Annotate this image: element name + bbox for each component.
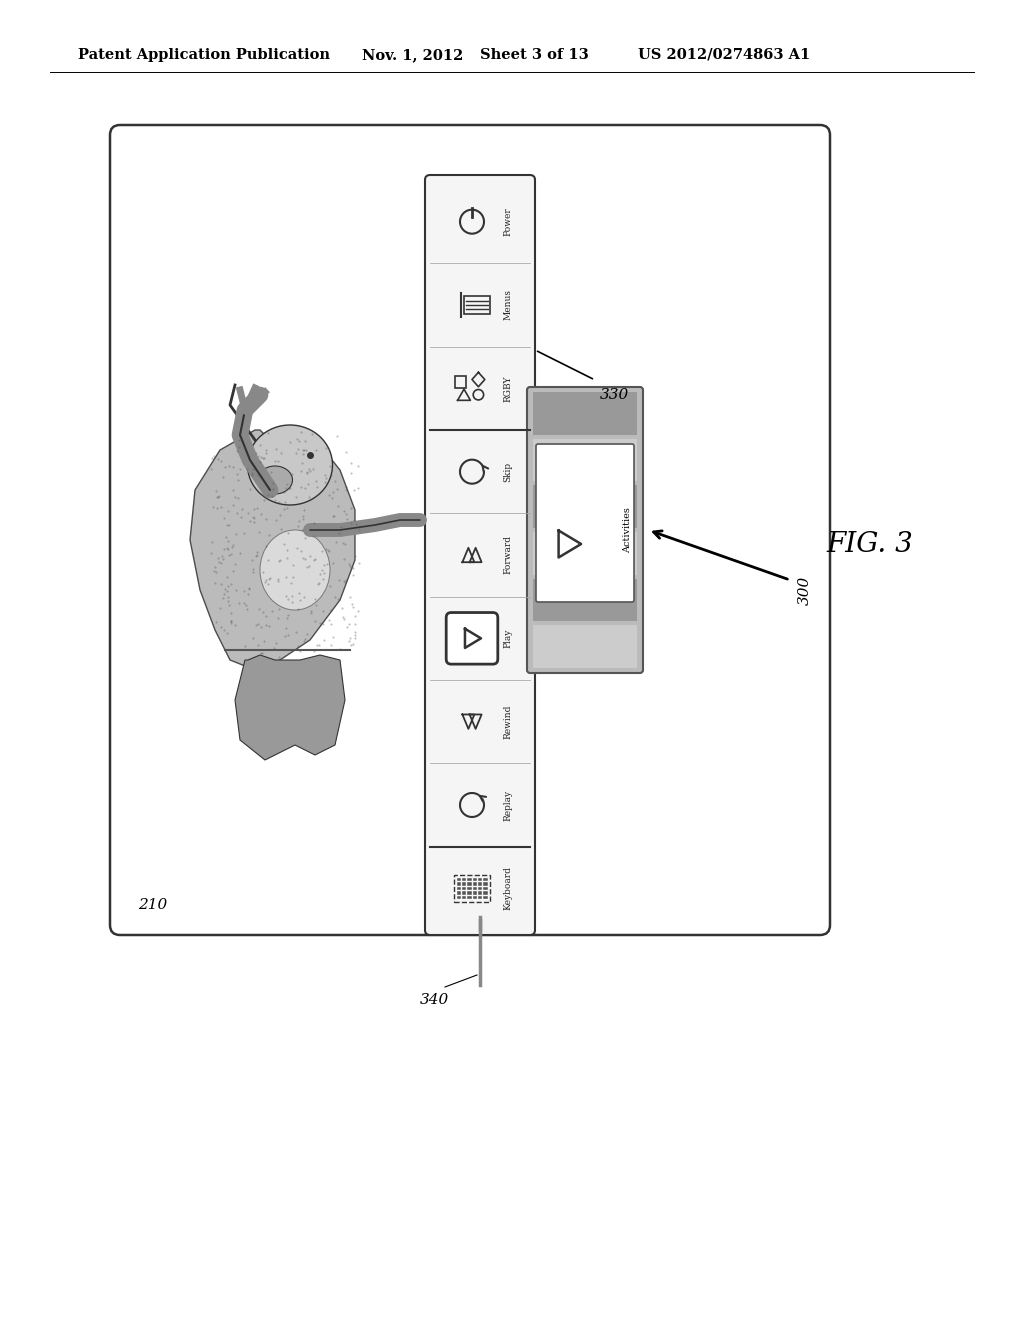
Ellipse shape <box>248 425 333 506</box>
FancyBboxPatch shape <box>527 387 643 673</box>
Bar <box>457 891 461 895</box>
Bar <box>483 887 487 890</box>
Text: Forward: Forward <box>504 536 512 574</box>
Text: RGBY: RGBY <box>504 375 512 401</box>
Text: 300: 300 <box>798 576 812 605</box>
Text: Sheet 3 of 13: Sheet 3 of 13 <box>480 48 589 62</box>
Text: Activities: Activities <box>624 507 633 553</box>
Bar <box>457 882 461 886</box>
Bar <box>472 891 477 895</box>
Polygon shape <box>190 430 355 671</box>
Bar <box>478 887 482 890</box>
Bar <box>464 296 489 314</box>
Text: Rewind: Rewind <box>504 705 512 739</box>
Bar <box>457 895 461 899</box>
Bar <box>462 887 466 890</box>
Bar <box>462 891 466 895</box>
Bar <box>467 891 471 895</box>
Text: Replay: Replay <box>504 789 512 821</box>
Bar <box>478 878 482 882</box>
Text: 210: 210 <box>138 898 167 912</box>
Text: Patent Application Publication: Patent Application Publication <box>78 48 330 62</box>
Bar <box>534 532 637 574</box>
Polygon shape <box>234 655 345 760</box>
Text: Power: Power <box>504 207 512 236</box>
Bar <box>534 392 637 434</box>
Text: 340: 340 <box>420 993 450 1007</box>
Bar <box>534 626 637 668</box>
Bar <box>483 882 487 886</box>
Bar <box>462 895 466 899</box>
Bar <box>472 882 477 886</box>
Bar <box>483 891 487 895</box>
Bar <box>472 887 477 890</box>
Bar <box>462 882 466 886</box>
Bar <box>462 878 466 882</box>
Ellipse shape <box>260 531 330 610</box>
FancyBboxPatch shape <box>110 125 830 935</box>
Text: Play: Play <box>504 628 512 648</box>
Bar <box>454 875 490 902</box>
Bar <box>478 882 482 886</box>
FancyBboxPatch shape <box>425 176 535 935</box>
Bar <box>467 878 471 882</box>
Bar <box>472 895 477 899</box>
Ellipse shape <box>257 466 293 494</box>
Bar <box>456 376 466 388</box>
Bar <box>478 895 482 899</box>
Bar <box>472 878 477 882</box>
Text: Nov. 1, 2012: Nov. 1, 2012 <box>362 48 464 62</box>
FancyBboxPatch shape <box>536 444 634 602</box>
Bar <box>534 438 637 482</box>
FancyBboxPatch shape <box>446 612 498 664</box>
Text: 330: 330 <box>600 388 630 403</box>
Text: Menus: Menus <box>504 289 512 321</box>
Text: Skip: Skip <box>504 462 512 482</box>
Text: Keyboard: Keyboard <box>504 866 512 911</box>
Bar <box>534 486 637 528</box>
Bar <box>467 882 471 886</box>
Bar <box>467 895 471 899</box>
Bar <box>483 878 487 882</box>
Bar <box>534 578 637 622</box>
Bar <box>457 878 461 882</box>
Text: FIG. 3: FIG. 3 <box>826 532 913 558</box>
Bar <box>478 891 482 895</box>
Bar <box>467 887 471 890</box>
Bar <box>457 887 461 890</box>
Bar <box>483 895 487 899</box>
Text: US 2012/0274863 A1: US 2012/0274863 A1 <box>638 48 810 62</box>
